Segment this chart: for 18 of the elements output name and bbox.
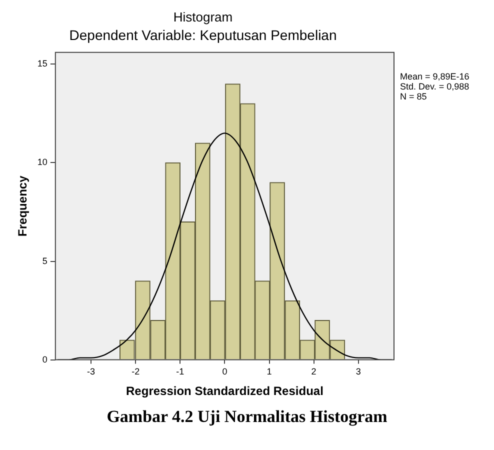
x-tick-label: -2 bbox=[132, 366, 140, 377]
x-tick-label: 0 bbox=[222, 366, 228, 377]
chart-title: Histogram bbox=[173, 9, 233, 24]
y-tick-label: 0 bbox=[42, 354, 48, 364]
y-axis-title: Frequency bbox=[16, 175, 30, 236]
x-tick-label: -3 bbox=[87, 366, 96, 377]
y-tick-label: 15 bbox=[37, 58, 48, 69]
text: Mean = 9,89E-16 Std. Dev. = 0,988 N = 85 bbox=[400, 71, 470, 102]
x-tick-label: 2 bbox=[311, 366, 316, 377]
y-tick-label: 10 bbox=[37, 157, 48, 168]
x-tick-label: -1 bbox=[176, 366, 184, 377]
line-series bbox=[57, 132, 392, 360]
chart-subtitle: Dependent Variable: Keputusan Pembelian bbox=[69, 26, 337, 43]
text: Gambar 4.2 Uji Normalitas Histogram bbox=[106, 407, 388, 427]
x-tick-label: 3 bbox=[356, 366, 361, 377]
y-tick-label: 5 bbox=[42, 256, 48, 266]
x-tick-label: 1 bbox=[266, 366, 272, 377]
x-axis-title: Regression Standardized Residual bbox=[126, 384, 324, 398]
